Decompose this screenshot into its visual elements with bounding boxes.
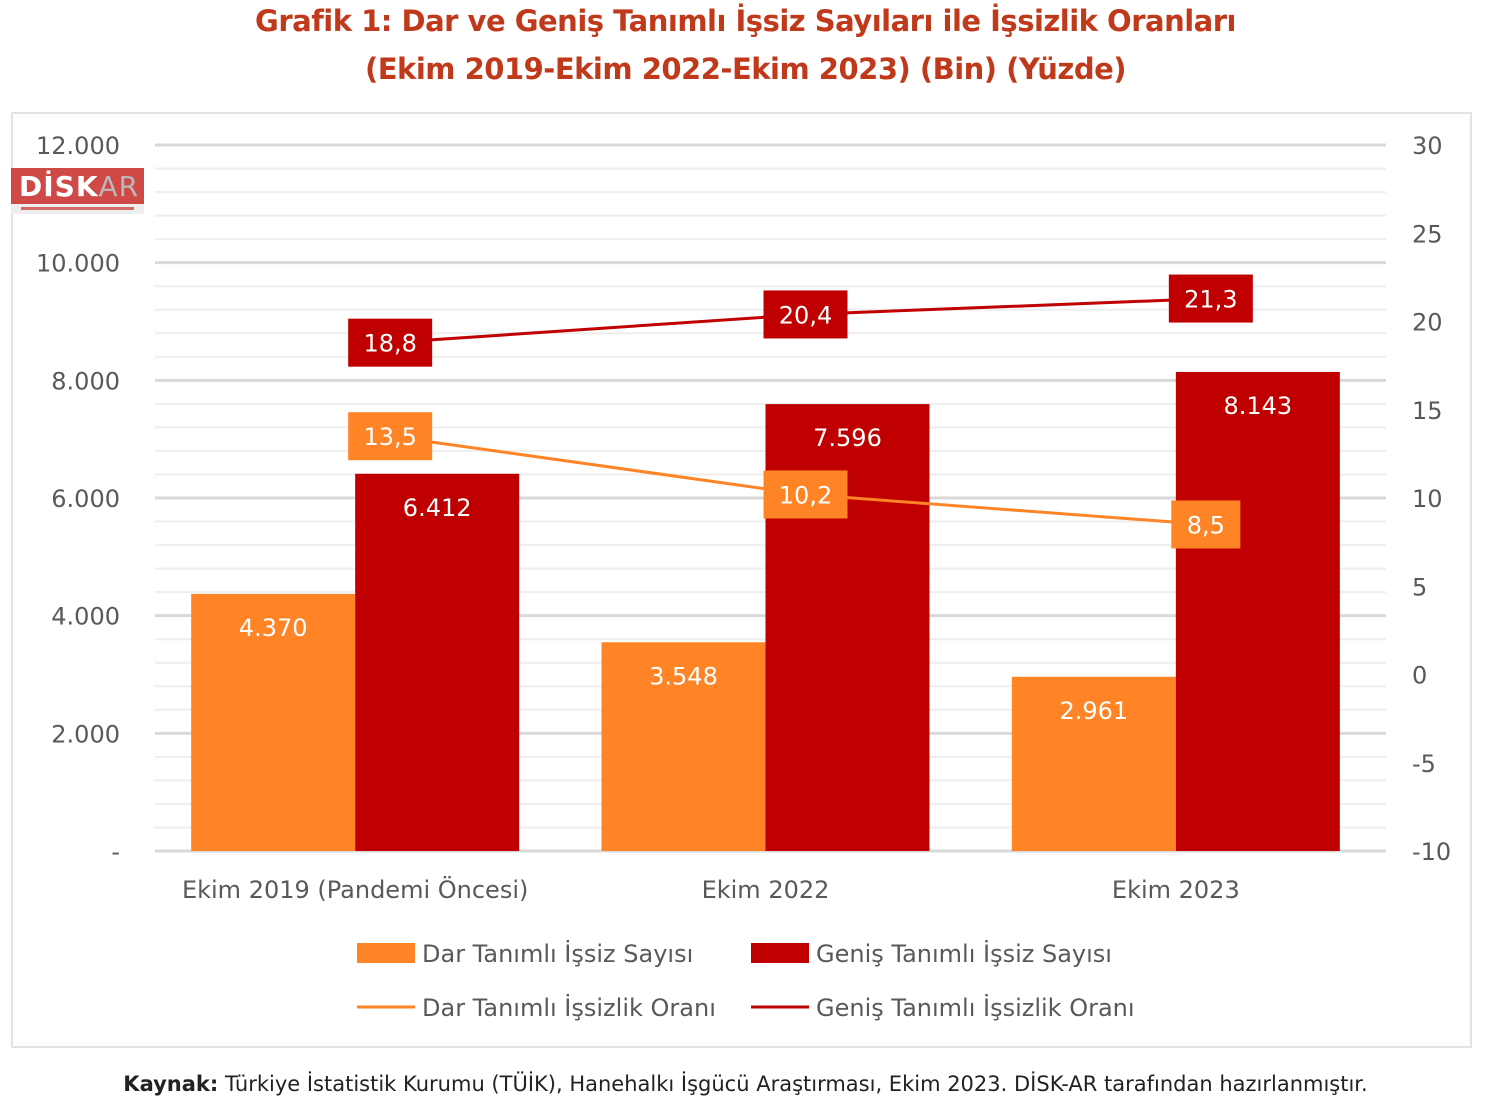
left-axis-tick-label: 8.000 [51, 367, 120, 395]
bar-data-label: 2.961 [1059, 697, 1128, 725]
legend-label: Dar Tanımlı İşsizlik Oranı [422, 993, 716, 1022]
right-axis-tick-label: 25 [1412, 220, 1443, 248]
left-axis-tick-label: 2.000 [51, 720, 120, 748]
left-axis-tick-label: - [111, 838, 120, 866]
logo-accent-text: AR [98, 170, 140, 203]
chart-title-line-1: Grafik 1: Dar ve Geniş Tanımlı İşsiz Say… [255, 4, 1236, 38]
bar [1175, 371, 1340, 851]
left-axis-tick-label: 10.000 [36, 250, 120, 278]
right-axis-ticks: -10 -5 0 5 10 15 20 25 30 [1412, 132, 1451, 866]
line-point-label: 20,4 [779, 301, 832, 329]
right-axis-tick-label: 20 [1412, 309, 1443, 337]
bar-data-label: 8.143 [1223, 392, 1292, 420]
line-point-label-box [1168, 274, 1253, 323]
right-axis-tick-label: 15 [1412, 397, 1443, 425]
chart-title-line-2: (Ekim 2019-Ekim 2022-Ekim 2023) (Bin) (Y… [364, 52, 1127, 86]
legend-label: Geniş Tanımlı İşsizlik Oranı [816, 993, 1135, 1022]
right-axis-tick-label: 30 [1412, 132, 1443, 160]
bar-data-label: 3.548 [649, 662, 718, 690]
line-point-label: 8,5 [1187, 511, 1225, 539]
bar [191, 593, 356, 851]
legend-label: Geniş Tanımlı İşsiz Sayısı [816, 939, 1112, 968]
source-note: Kaynak: Türkiye İstatistik Kurumu (TÜİK)… [0, 1072, 1491, 1096]
source-label: Kaynak: [123, 1072, 219, 1096]
line-point-label-box [1171, 500, 1241, 549]
line-point-label: 21,3 [1184, 286, 1237, 314]
left-axis-ticks: - 2.000 4.000 6.000 8.000 10.000 12.000 [36, 132, 120, 866]
right-axis-tick-label: -5 [1412, 750, 1436, 778]
bar [355, 473, 520, 851]
category-label: Ekim 2023 [1112, 876, 1240, 904]
left-axis-tick-label: 12.000 [36, 132, 120, 160]
bars: 4.370 3.548 2.961 6.412 7.596 8.143 [191, 371, 1340, 851]
lines: 13,5 10,2 8,5 18,8 20,4 21,3 [348, 274, 1253, 549]
source-text: Türkiye İstatistik Kurumu (TÜİK), Haneha… [218, 1072, 1368, 1096]
bar [601, 642, 766, 851]
left-axis-tick-label: 6.000 [51, 485, 120, 513]
bar [1011, 676, 1176, 851]
right-axis-tick-label: 10 [1412, 485, 1443, 513]
left-axis-tick-label: 4.000 [51, 603, 120, 631]
line-point-label: 13,5 [363, 423, 416, 451]
line-point-label-box [348, 318, 433, 367]
line-point-label-box [763, 290, 848, 339]
right-axis-tick-label: 0 [1412, 662, 1427, 690]
bar-data-label: 7.596 [813, 424, 882, 452]
line-point-label-box [763, 470, 848, 519]
logo-main-text: DİSK [19, 170, 99, 203]
category-label: Ekim 2022 [702, 876, 830, 904]
category-labels: Ekim 2019 (Pandemi Öncesi) Ekim 2022 Ekim … [182, 875, 1240, 904]
line-point-label: 18,8 [363, 330, 416, 358]
right-axis-tick-label: -10 [1412, 838, 1451, 866]
disk-ar-logo-icon: DİSKAR [11, 168, 144, 214]
category-label: Ekim 2019 (Pandemi Öncesi) [182, 875, 528, 904]
legend-swatch [751, 943, 809, 963]
legend-swatch [357, 943, 415, 963]
line-point-label: 10,2 [779, 481, 832, 509]
legend: Dar Tanımlı İşsiz Sayısı Geniş Tanımlı İş… [357, 939, 1135, 1022]
bar-data-label: 6.412 [403, 494, 472, 522]
legend-label: Dar Tanımlı İşsiz Sayısı [422, 939, 693, 968]
line-point-label-box [348, 412, 433, 461]
bar-data-label: 4.370 [239, 614, 308, 642]
right-axis-tick-label: 5 [1412, 573, 1427, 601]
